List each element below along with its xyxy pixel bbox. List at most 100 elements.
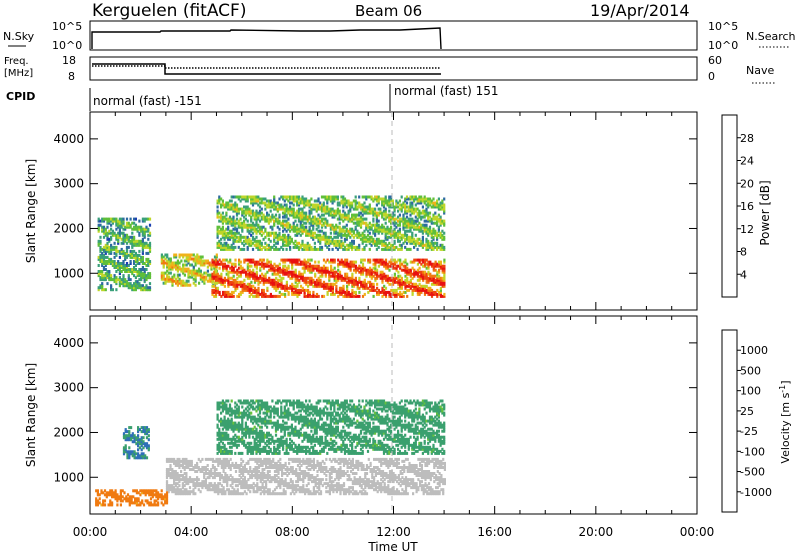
echo-cell: [228, 245, 232, 249]
echo-cell: [167, 488, 170, 492]
echo-cell: [173, 472, 176, 475]
echo-cell: [423, 197, 426, 201]
echo-cell: [422, 260, 425, 264]
echo-cell: [384, 227, 387, 231]
echo-cell: [266, 461, 269, 465]
echo-cell: [176, 279, 179, 283]
echo-cell: [211, 472, 215, 475]
echo-cell: [128, 450, 131, 454]
echo-cell: [257, 476, 261, 480]
echo-cell: [182, 283, 185, 287]
echo-cell: [232, 219, 235, 223]
echo-cell: [377, 237, 380, 241]
echo-cell: [243, 195, 246, 199]
echo-cell: [282, 272, 285, 276]
echo-cell: [215, 472, 218, 475]
echo-cell: [211, 466, 215, 469]
echo-cell: [136, 286, 139, 290]
echo-cell: [199, 470, 202, 473]
echo-cell: [260, 217, 263, 221]
echo-cell: [226, 459, 229, 463]
echo-cell: [243, 260, 246, 264]
echo-cell: [197, 457, 200, 461]
echo-cell: [106, 282, 109, 286]
echo-cell: [145, 286, 148, 290]
echo-cell: [434, 260, 437, 264]
echo-cell: [375, 223, 378, 227]
echo-cell: [372, 197, 375, 201]
echo-cell: [181, 478, 184, 482]
echo-cell: [347, 262, 350, 266]
echo-cell: [261, 260, 264, 264]
echo-cell: [210, 488, 213, 492]
echo-cell: [400, 245, 403, 249]
echo-cell: [434, 229, 437, 233]
echo-cell: [420, 286, 423, 290]
echo-cell: [346, 286, 349, 290]
echo-cell: [361, 203, 364, 207]
echo-cell: [237, 237, 240, 241]
echo-cell: [308, 213, 311, 217]
echo-cell: [266, 288, 269, 292]
echo-cell: [282, 197, 285, 201]
echo-cell: [340, 243, 343, 247]
echo-cell: [198, 269, 201, 273]
echo-cell: [127, 282, 130, 286]
echo-cell: [213, 284, 216, 288]
echo-cell: [102, 245, 106, 249]
echo-cell: [393, 239, 396, 243]
echo-cell: [192, 281, 195, 285]
echo-cell: [120, 223, 123, 227]
echo-cell: [402, 268, 405, 272]
echo-cell: [310, 223, 313, 227]
echo-cell: [125, 266, 129, 269]
echo-cell: [264, 274, 267, 278]
echo-cell: [252, 288, 255, 292]
echo-cell: [366, 239, 370, 243]
echo-cell: [291, 282, 294, 286]
echo-cell: [136, 274, 139, 278]
echo-cell: [282, 205, 285, 209]
echo-cell: [305, 231, 308, 235]
echo-cell: [317, 225, 320, 229]
echo-cell: [372, 231, 375, 235]
echo-cell: [266, 264, 269, 268]
freq-label-1: Freq.: [4, 56, 29, 67]
echo-cell: [370, 223, 373, 227]
echo-cell: [214, 292, 218, 296]
echo-cell: [228, 215, 232, 219]
echo-cell: [358, 286, 361, 290]
echo-cell: [439, 245, 442, 249]
echo-cell: [391, 215, 394, 219]
echo-cell: [234, 207, 237, 211]
echo-cell: [313, 205, 316, 209]
echo-cell: [136, 239, 139, 243]
echo-cell: [400, 205, 403, 209]
echo-cell: [404, 237, 407, 241]
echo-cell: [370, 195, 373, 199]
echo-cell: [273, 223, 276, 227]
echo-cell: [384, 207, 387, 211]
echo-cell: [218, 211, 221, 215]
echo-cell: [276, 286, 280, 290]
echo-cell: [384, 229, 387, 233]
echo-cell: [372, 217, 375, 221]
echo-cell: [292, 260, 295, 264]
echo-cell: [436, 237, 439, 241]
echo-cell: [307, 276, 310, 280]
echo-cell: [413, 199, 416, 203]
echo-cell: [118, 276, 121, 280]
echo-cell: [206, 261, 209, 265]
y-tick-label: 1000: [53, 266, 84, 280]
echo-cell: [115, 288, 118, 292]
echo-cell: [326, 211, 329, 215]
station-title: Kerguelen (fitACF): [92, 1, 246, 21]
echo-cell: [131, 243, 134, 247]
echo-cell: [165, 470, 169, 473]
echo-cell: [133, 239, 136, 243]
echo-cell: [351, 205, 354, 209]
echo-cell: [269, 245, 272, 249]
echo-cell: [429, 262, 432, 266]
echo-cell: [393, 266, 396, 270]
echo-cell: [284, 258, 287, 262]
